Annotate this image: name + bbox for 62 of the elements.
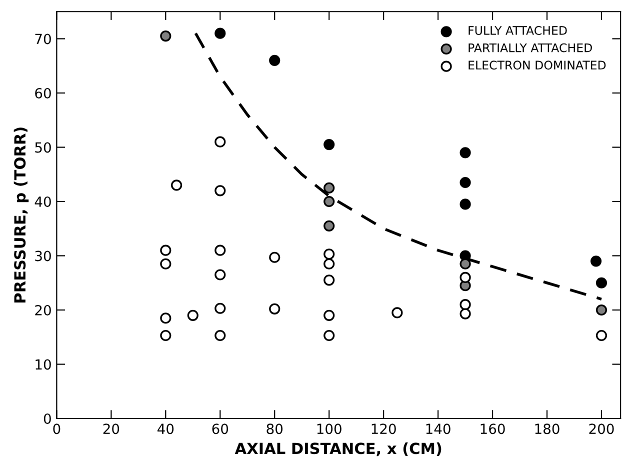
x-tick-label: 200: [589, 424, 614, 434]
point: [171, 180, 182, 191]
x-tick-label: 80: [266, 424, 283, 434]
point: [460, 258, 471, 270]
point: [460, 198, 471, 210]
point: [460, 272, 471, 283]
x-tick-label: 180: [535, 424, 560, 434]
y-tick-label: 30: [35, 250, 51, 262]
point: [269, 303, 280, 314]
point: [214, 28, 226, 39]
point: [596, 330, 608, 342]
point: [324, 182, 335, 194]
point: [160, 258, 172, 270]
point: [460, 147, 471, 158]
point: [324, 220, 335, 232]
y-tick-label: 60: [35, 88, 51, 98]
point: [460, 176, 471, 188]
x-tick-label: 60: [212, 424, 228, 434]
point: [596, 304, 608, 316]
point: [160, 30, 172, 42]
point: [460, 308, 471, 320]
y-tick-label: 40: [34, 196, 51, 207]
legend-label: PARTIALLY ATTACHED: [468, 43, 592, 52]
y-tick-label: 50: [35, 142, 51, 153]
x-tick-label: 160: [480, 424, 505, 434]
point: [160, 312, 172, 324]
x-tick-label: 100: [317, 424, 342, 434]
y-tick-label: 70: [35, 34, 51, 44]
legend-label: FULLY ATTACHED: [468, 26, 567, 35]
point: [160, 244, 172, 256]
point: [214, 244, 226, 256]
point: [214, 330, 226, 342]
point: [324, 248, 335, 260]
point: [214, 185, 226, 196]
x-tick-label: 120: [372, 424, 396, 434]
point: [214, 136, 226, 148]
point: [214, 302, 226, 314]
point: [269, 54, 280, 66]
point: [460, 299, 471, 310]
point: [324, 310, 335, 321]
point: [324, 274, 335, 286]
point: [596, 277, 608, 288]
y-tick-label: 10: [36, 359, 51, 370]
point: [160, 330, 172, 342]
point: [269, 252, 280, 263]
x-tick-label: 0: [53, 424, 60, 434]
x-tick-label: 20: [103, 424, 120, 434]
y-tick-label: 0: [44, 413, 51, 424]
y-axis-title: PRESSURE, p (TORR): [14, 128, 29, 302]
x-tick-label: 140: [426, 424, 450, 434]
point: [590, 256, 602, 267]
point: [324, 138, 335, 150]
point: [392, 307, 403, 318]
point: [187, 310, 198, 321]
point: [324, 330, 335, 342]
y-tick-label: 20: [35, 304, 51, 316]
point: [324, 196, 335, 208]
point: [214, 269, 226, 280]
point: [324, 258, 335, 270]
legend-label: ELECTRON DOMINATED: [468, 60, 606, 70]
x-tick-label: 40: [158, 424, 174, 434]
x-axis-title: AXIAL DISTANCE, x (CM): [234, 442, 442, 456]
